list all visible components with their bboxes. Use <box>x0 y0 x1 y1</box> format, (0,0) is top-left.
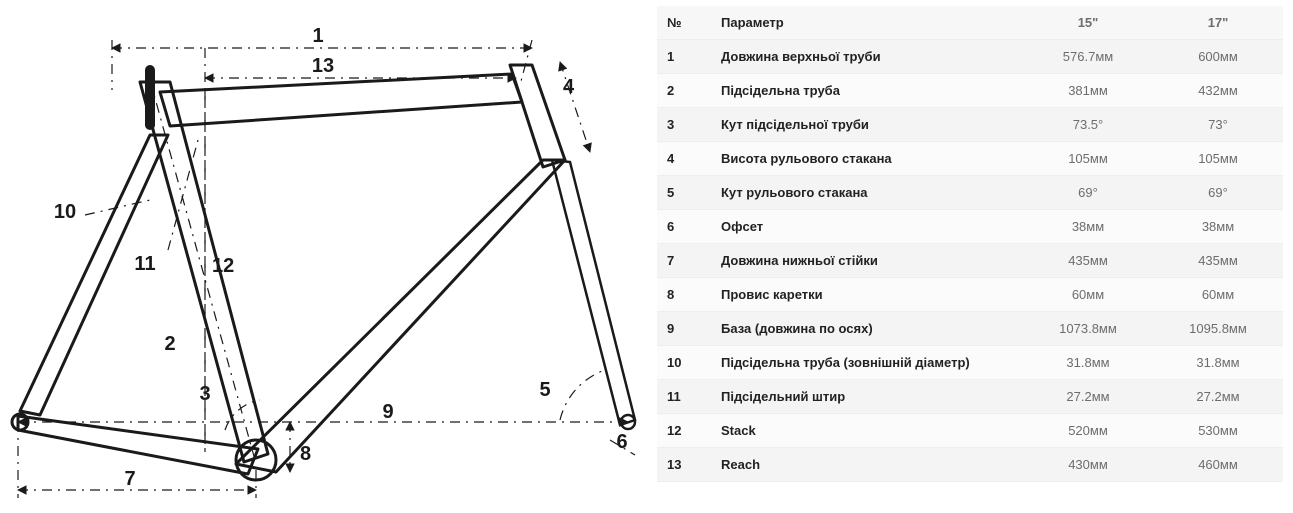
cell-v2: 105мм <box>1153 142 1283 176</box>
cell-v1: 38мм <box>1023 210 1153 244</box>
dim-label-13: 13 <box>312 55 334 77</box>
cell-param: Кут підсідельної труби <box>711 108 1023 142</box>
cell-num: 6 <box>657 210 711 244</box>
table-header-row: № Параметр 15" 17" <box>657 6 1283 40</box>
header-param: Параметр <box>711 6 1023 40</box>
cell-param: Довжина верхньої труби <box>711 40 1023 74</box>
cell-v1: 105мм <box>1023 142 1153 176</box>
cell-param: Довжина нижньої стійки <box>711 244 1023 278</box>
table-row: 5Кут рульового стакана69°69° <box>657 176 1283 210</box>
table-row: 3Кут підсідельної труби73.5°73° <box>657 108 1283 142</box>
cell-num: 7 <box>657 244 711 278</box>
table-row: 10Підсідельна труба (зовнішній діаметр)3… <box>657 346 1283 380</box>
header-size2: 17" <box>1153 6 1283 40</box>
cell-v2: 27.2мм <box>1153 380 1283 414</box>
table-row: 4Висота рульового стакана105мм105мм <box>657 142 1283 176</box>
cell-num: 2 <box>657 74 711 108</box>
dim-label-9: 9 <box>382 401 393 423</box>
page: 1 13 4 10 11 12 2 3 5 9 8 7 6 № Параметр <box>0 0 1293 513</box>
cell-v2: 435мм <box>1153 244 1283 278</box>
cell-num: 1 <box>657 40 711 74</box>
cell-v2: 38мм <box>1153 210 1283 244</box>
table-row: 9База (довжина по осях)1073.8мм1095.8мм <box>657 312 1283 346</box>
cell-v1: 31.8мм <box>1023 346 1153 380</box>
cell-param: Кут рульового стакана <box>711 176 1023 210</box>
cell-num: 10 <box>657 346 711 380</box>
cell-param: Підсідельна труба (зовнішній діаметр) <box>711 346 1023 380</box>
cell-param: База (довжина по осях) <box>711 312 1023 346</box>
dim-label-3: 3 <box>199 383 210 405</box>
cell-v1: 73.5° <box>1023 108 1153 142</box>
dim-label-1: 1 <box>312 25 323 47</box>
cell-num: 11 <box>657 380 711 414</box>
geometry-table: № Параметр 15" 17" 1Довжина верхньої тру… <box>657 6 1283 482</box>
cell-v1: 435мм <box>1023 244 1153 278</box>
cell-num: 8 <box>657 278 711 312</box>
dim-label-4: 4 <box>563 76 575 98</box>
dim-label-10: 10 <box>54 201 76 223</box>
cell-v2: 432мм <box>1153 74 1283 108</box>
cell-v1: 430мм <box>1023 448 1153 482</box>
cell-num: 9 <box>657 312 711 346</box>
cell-v2: 600мм <box>1153 40 1283 74</box>
table-row: 6Офсет38мм38мм <box>657 210 1283 244</box>
cell-v2: 73° <box>1153 108 1283 142</box>
table-row: 8Провис каретки60мм60мм <box>657 278 1283 312</box>
cell-v1: 69° <box>1023 176 1153 210</box>
dim-label-8: 8 <box>300 443 311 465</box>
table-row: 12Stack520мм530мм <box>657 414 1283 448</box>
cell-param: Підсідельна труба <box>711 74 1023 108</box>
cell-param: Підсідельний штир <box>711 380 1023 414</box>
table-row: 1Довжина верхньої труби576.7мм600мм <box>657 40 1283 74</box>
dim-label-5: 5 <box>539 379 550 401</box>
dim-label-6: 6 <box>616 431 627 453</box>
cell-v1: 381мм <box>1023 74 1153 108</box>
cell-num: 5 <box>657 176 711 210</box>
cell-v1: 60мм <box>1023 278 1153 312</box>
cell-v1: 27.2мм <box>1023 380 1153 414</box>
cell-num: 12 <box>657 414 711 448</box>
table-row: 2Підсідельна труба381мм432мм <box>657 74 1283 108</box>
cell-v2: 530мм <box>1153 414 1283 448</box>
dim-label-11: 11 <box>134 253 155 275</box>
cell-v2: 31.8мм <box>1153 346 1283 380</box>
geometry-table-wrap: № Параметр 15" 17" 1Довжина верхньої тру… <box>645 0 1293 482</box>
cell-param: Провис каретки <box>711 278 1023 312</box>
cell-num: 13 <box>657 448 711 482</box>
cell-v2: 460мм <box>1153 448 1283 482</box>
table-row: 7Довжина нижньої стійки435мм435мм <box>657 244 1283 278</box>
table-row: 11Підсідельний штир27.2мм27.2мм <box>657 380 1283 414</box>
cell-v1: 520мм <box>1023 414 1153 448</box>
cell-num: 4 <box>657 142 711 176</box>
cell-v2: 60мм <box>1153 278 1283 312</box>
cell-param: Офсет <box>711 210 1023 244</box>
dim-label-2: 2 <box>164 333 175 355</box>
table-row: 13Reach430мм460мм <box>657 448 1283 482</box>
cell-v1: 576.7мм <box>1023 40 1153 74</box>
header-size1: 15" <box>1023 6 1153 40</box>
frame-diagram: 1 13 4 10 11 12 2 3 5 9 8 7 6 <box>0 0 645 513</box>
cell-v2: 1095.8мм <box>1153 312 1283 346</box>
header-num: № <box>657 6 711 40</box>
cell-num: 3 <box>657 108 711 142</box>
cell-v1: 1073.8мм <box>1023 312 1153 346</box>
cell-param: Висота рульового стакана <box>711 142 1023 176</box>
dim-label-12: 12 <box>212 255 234 277</box>
dim-label-7: 7 <box>124 468 135 490</box>
cell-param: Stack <box>711 414 1023 448</box>
cell-v2: 69° <box>1153 176 1283 210</box>
cell-param: Reach <box>711 448 1023 482</box>
